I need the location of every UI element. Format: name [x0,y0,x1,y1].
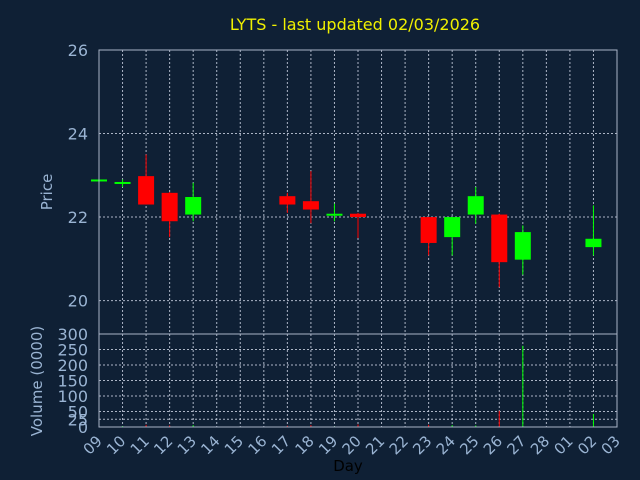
volume-panel-frame [98,333,618,428]
candles [91,154,602,288]
volume-tick-label: 25 [68,410,88,429]
volume-tick-label: 0 [78,418,88,437]
candle-body [302,201,319,210]
candle-body [514,232,531,260]
volume-tick-label: 250 [57,341,88,360]
price-tick-label: 24 [68,125,88,144]
volume-tick-label: 200 [57,356,88,375]
volume-tick-label: 300 [57,325,88,344]
candle-body [420,217,437,243]
candle-body [467,196,484,215]
candle-body [114,181,131,184]
volume-tick-label: 100 [57,387,88,406]
candle-body [491,214,508,263]
chart-title: LYTS - last updated 02/03/2026 [230,15,480,34]
candle-body [185,197,202,215]
volume-tick-label: 50 [68,403,88,422]
price-tick-label: 22 [68,208,88,227]
price-tick-label: 26 [68,41,88,60]
volume-axis-label: Volume (0000) [28,326,46,436]
candle-body [279,196,296,205]
candle-body [161,192,178,222]
candle-body [138,176,155,205]
price-tick-label: 20 [68,292,88,311]
volume-bars [98,345,594,427]
candle-body [444,217,461,238]
candle-body [350,213,366,218]
day-tick-labels: 0910111213141516171819202122232425262728… [80,432,624,458]
price-tick-labels: 20 22 24 26 [68,41,88,311]
x-axis-label: Day [333,457,363,475]
volume-tick-label: 150 [57,372,88,391]
candle-body [326,213,343,216]
price-axis-label: Price [38,174,56,211]
candle-body [585,238,602,248]
